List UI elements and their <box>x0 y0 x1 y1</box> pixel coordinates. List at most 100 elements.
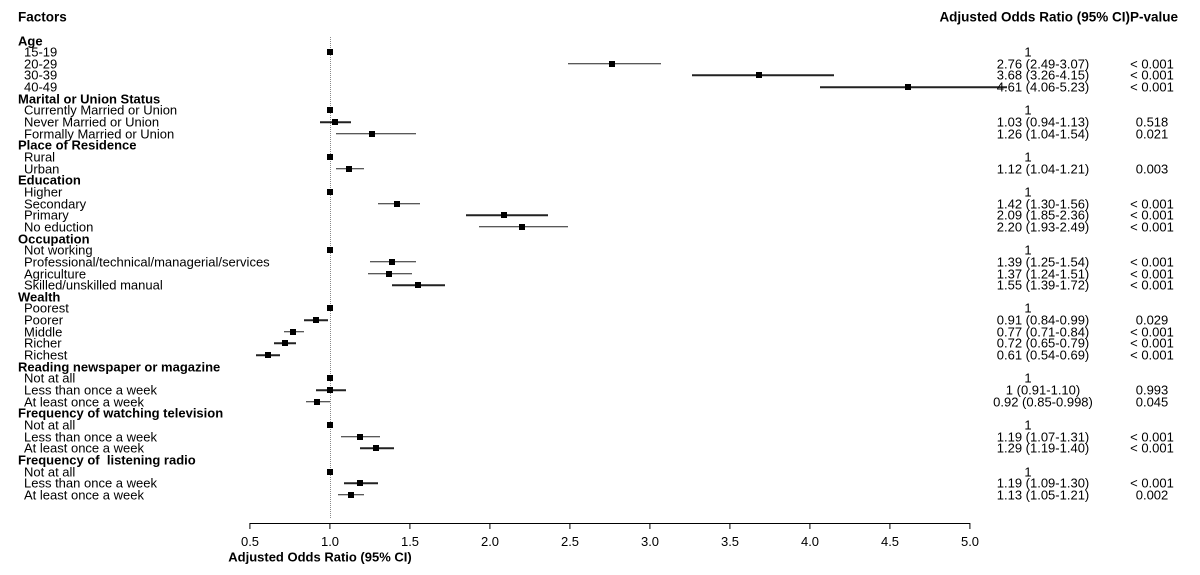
x-tick-label: 1.0 <box>320 534 340 549</box>
p-value: < 0.001 <box>1130 196 1174 212</box>
p-value: 0.003 <box>1135 161 1169 177</box>
x-tick <box>569 523 571 529</box>
or-value: 1 <box>1024 464 1032 480</box>
row-group-label: Age <box>18 33 43 48</box>
or-marker <box>331 119 338 126</box>
or-marker <box>327 421 333 428</box>
row-item-label: No eduction <box>24 219 94 235</box>
x-tick <box>809 523 811 529</box>
row-item-label: Less than once a week <box>24 475 157 491</box>
row-group-label: Education <box>18 172 81 188</box>
or-value: 1 <box>1024 417 1032 433</box>
or-value: 2.76 (2.49-3.07) <box>996 56 1090 72</box>
row-item-label: Poorer <box>24 312 64 328</box>
or-marker <box>904 84 911 91</box>
row-group-label: Frequency of watching television <box>18 405 224 421</box>
p-value: < 0.001 <box>1130 347 1174 363</box>
or-marker <box>327 247 333 254</box>
or-value: 1.12 (1.04-1.21) <box>996 161 1090 177</box>
x-tick <box>329 523 331 529</box>
or-value: 1 <box>1024 370 1032 386</box>
row-item-label: Not at all <box>24 370 76 386</box>
row-group-label: Reading newspaper or magazine <box>18 359 221 375</box>
p-value: 0.021 <box>1135 126 1169 142</box>
or-value: 1 <box>1024 300 1032 316</box>
x-axis <box>250 523 970 525</box>
row-item-label: Professional/technical/managerial/servic… <box>24 254 270 270</box>
or-value: 1 <box>1024 184 1032 200</box>
row-group-label: Place of Residence <box>18 137 137 153</box>
row-group-label: Marital or Union Status <box>18 91 161 107</box>
or-value: 1.19 (1.07-1.31) <box>996 429 1090 445</box>
row-item-label: Skilled/unskilled manual <box>24 277 163 293</box>
x-tick <box>489 523 491 529</box>
or-marker <box>327 387 333 393</box>
x-tick <box>729 523 731 529</box>
or-marker <box>755 72 762 79</box>
or-marker <box>373 445 380 452</box>
or-marker <box>357 433 364 440</box>
x-tick-label: 3.5 <box>720 534 740 549</box>
or-value: 1.13 (1.05-1.21) <box>996 487 1090 503</box>
row-item-label: Agriculture <box>24 266 87 281</box>
or-value: 1 <box>1024 44 1032 60</box>
row-item-label: Urban <box>24 161 60 177</box>
or-value: 2.09 (1.85-2.36) <box>996 207 1090 223</box>
row-item-label: Richest <box>24 347 68 363</box>
p-value: < 0.001 <box>1130 219 1174 235</box>
or-marker <box>290 328 297 335</box>
p-value: < 0.001 <box>1130 79 1174 95</box>
or-value: 1.03 (0.94-1.13) <box>996 114 1090 130</box>
p-value: < 0.001 <box>1130 266 1174 281</box>
or-value: 1.26 (1.04-1.54) <box>996 126 1090 142</box>
or-value: 1 <box>1024 102 1032 118</box>
row-item-label: Not working <box>24 242 93 258</box>
row-item-label: Less than once a week <box>24 429 157 445</box>
p-value: < 0.001 <box>1130 335 1174 351</box>
row-item-label: Poorest <box>24 300 69 316</box>
x-tick-label: 4.0 <box>800 534 820 549</box>
or-value: 0.92 (0.85-0.998) <box>993 394 1093 410</box>
or-marker <box>519 223 525 230</box>
p-value: 0.993 <box>1135 382 1169 398</box>
or-value: 2.20 (1.93-2.49) <box>996 219 1090 235</box>
x-tick-label: 4.5 <box>880 534 900 549</box>
or-marker <box>608 60 615 67</box>
row-item-label: 20-29 <box>24 56 58 72</box>
row-item-label: Secondary <box>24 196 87 212</box>
or-value: 1 <box>1024 242 1032 258</box>
or-value: 0.91 (0.84-0.99) <box>996 312 1090 328</box>
or-value: 3.68 (3.26-4.15) <box>996 67 1090 83</box>
row-item-label: Higher <box>24 184 63 200</box>
row-group-label: Wealth <box>18 289 61 305</box>
or-marker <box>357 480 364 487</box>
or-marker <box>312 317 319 324</box>
p-value: < 0.001 <box>1130 67 1174 83</box>
row-item-label: Middle <box>24 324 63 340</box>
row-group-label: Occupation <box>18 231 90 247</box>
or-marker <box>386 270 393 277</box>
or-marker <box>327 49 333 56</box>
row-item-label: Not at all <box>24 417 76 433</box>
or-marker <box>394 200 401 207</box>
or-value: 1 <box>1024 149 1032 165</box>
p-value: < 0.001 <box>1130 277 1174 293</box>
or-marker <box>327 375 333 382</box>
ci-line <box>568 63 662 65</box>
or-value: 0.72 (0.65-0.79) <box>996 335 1090 351</box>
row-item-label: Rural <box>24 149 56 165</box>
reference-line <box>330 37 331 518</box>
ci-line <box>819 86 1007 88</box>
x-tick-label: 1.5 <box>400 534 420 549</box>
row-item-label: At least once a week <box>24 487 144 503</box>
or-marker <box>327 188 333 195</box>
p-value: < 0.001 <box>1130 440 1174 456</box>
p-value: 0.518 <box>1135 114 1169 130</box>
or-marker <box>501 212 508 219</box>
or-marker <box>282 340 289 347</box>
or-value: 0.77 (0.71-0.84) <box>996 324 1090 340</box>
row-item-label: Never Married or Union <box>24 114 160 130</box>
or-marker <box>415 282 421 289</box>
